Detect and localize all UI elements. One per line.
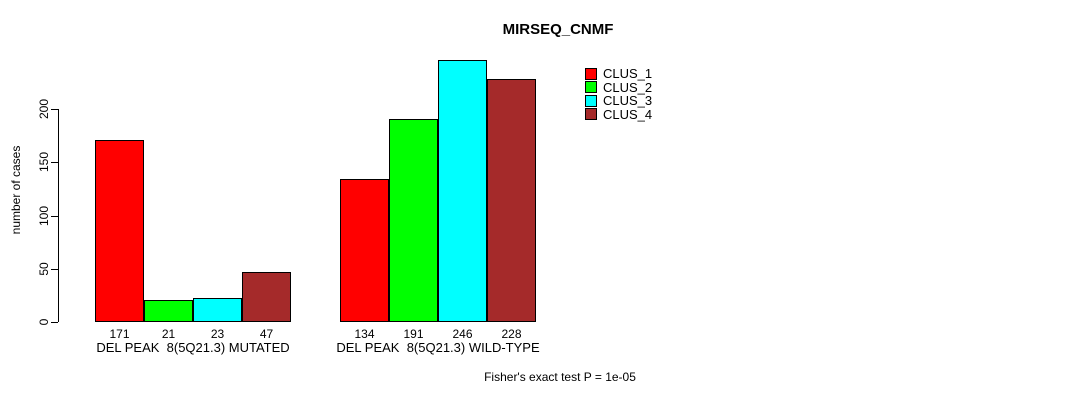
y-tick-mark	[51, 268, 58, 270]
bar-value-label: 23	[210, 327, 225, 341]
bar-value-label: 171	[109, 327, 130, 341]
bar-value-label: 246	[452, 327, 473, 341]
bar-clus_3	[438, 60, 487, 322]
bar-clus_2	[389, 118, 438, 322]
y-tick-label: 100	[37, 205, 51, 226]
legend-label: CLUS_3	[603, 93, 653, 108]
y-tick-label: 0	[37, 318, 51, 326]
bar-clus_1	[95, 139, 144, 322]
y-tick-label: 150	[37, 152, 51, 173]
y-tick-label: 50	[37, 262, 51, 276]
y-tick-mark	[51, 322, 58, 323]
legend-item-clus_1: CLUS_1	[585, 66, 652, 81]
legend-item-clus_2: CLUS_2	[585, 80, 652, 95]
bar-value-label: 134	[354, 327, 375, 341]
legend-label: CLUS_2	[603, 79, 653, 95]
bar-clus_1	[340, 179, 389, 322]
legend-item-clus_4: CLUS_4	[585, 107, 652, 122]
chart-title: MIRSEQ_CNMF	[502, 21, 614, 38]
legend-swatch-icon	[585, 81, 597, 93]
bar-value-label: 21	[161, 327, 176, 341]
bar-clus_4	[487, 79, 536, 322]
bar-value-label: 191	[403, 327, 424, 341]
y-tick-mark	[51, 162, 58, 164]
bar-value-label: 47	[259, 327, 274, 341]
y-axis-label: number of cases	[9, 145, 23, 235]
bar-clus_3	[193, 297, 242, 322]
footnote: Fisher's exact test P = 1e-05	[484, 370, 636, 384]
group-axis-label: DEL PEAK 8(5Q21.3) MUTATED	[96, 340, 290, 355]
legend-swatch-icon	[585, 108, 597, 120]
bar-clus_4	[242, 271, 291, 322]
y-tick-mark	[51, 109, 58, 110]
legend-swatch-icon	[585, 94, 597, 107]
y-tick-label: 200	[37, 98, 51, 120]
bar-clus_2	[144, 299, 193, 322]
legend-label: CLUS_1	[603, 66, 653, 81]
bar-value-label: 228	[501, 327, 522, 341]
y-tick-mark	[51, 215, 58, 217]
legend-swatch-icon	[585, 67, 597, 80]
y-axis-line	[58, 109, 59, 322]
legend-item-clus_3: CLUS_3	[585, 93, 652, 108]
legend-label: CLUS_4	[603, 106, 653, 122]
group-axis-label: DEL PEAK 8(5Q21.3) WILD-TYPE	[336, 340, 540, 355]
